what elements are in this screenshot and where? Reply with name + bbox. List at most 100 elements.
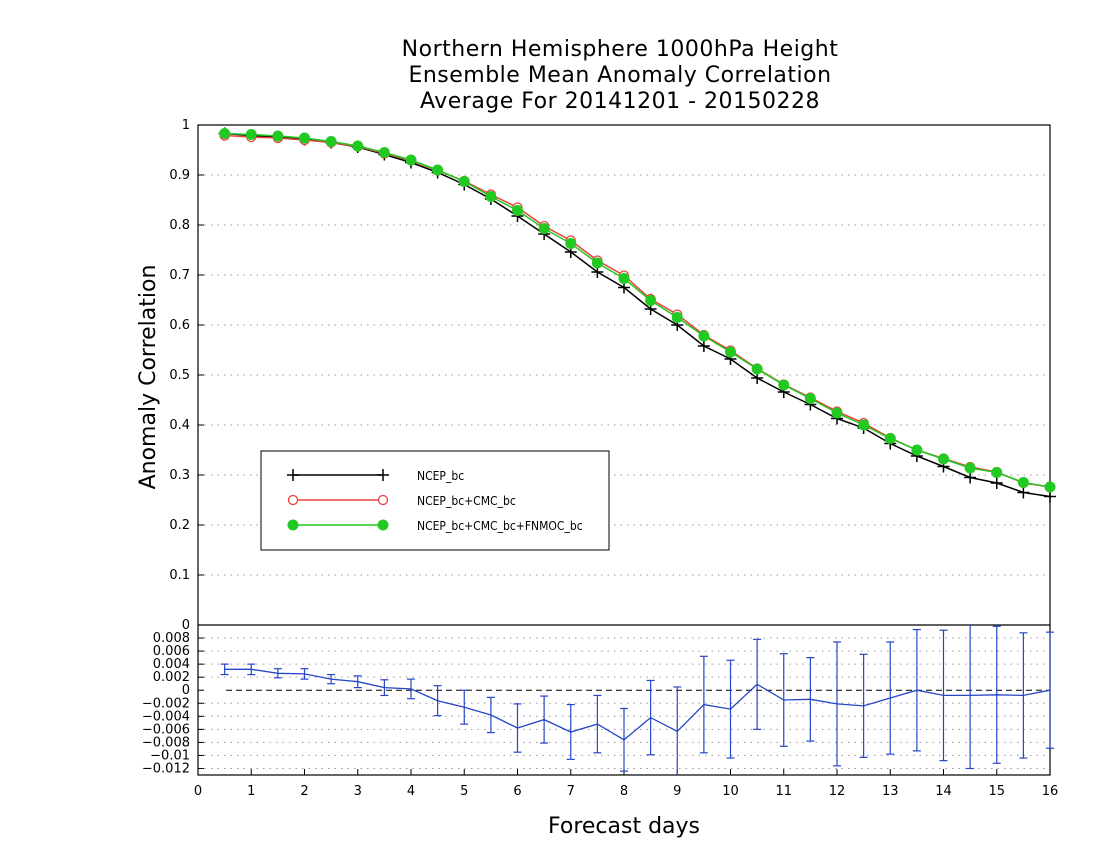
legend-marker <box>377 519 389 531</box>
y-tick-label: 0.1 <box>169 568 190 583</box>
legend-label: NCEP_bc <box>417 469 464 483</box>
y-tick-label: 0.008 <box>153 631 190 646</box>
y-tick-label: −0.006 <box>142 722 190 737</box>
y-tick-label: 0 <box>182 618 190 633</box>
data-point <box>697 340 710 352</box>
x-tick-label: 0 <box>194 784 202 799</box>
legend-marker <box>287 494 299 506</box>
data-point <box>1044 481 1056 493</box>
x-axis-label: Forecast days <box>548 814 700 839</box>
x-tick-label: 13 <box>882 784 899 799</box>
x-tick-label: 12 <box>829 784 846 799</box>
data-point <box>378 147 390 158</box>
y-tick-label: −0.01 <box>150 748 190 763</box>
y-tick-label: −0.002 <box>142 696 190 711</box>
x-tick-label: 2 <box>300 784 308 799</box>
x-tick-label: 4 <box>407 784 415 799</box>
data-point <box>804 393 816 404</box>
series-line <box>224 134 1051 488</box>
y-tick-label: 0.5 <box>169 368 190 383</box>
x-tick-label: 1 <box>247 784 255 799</box>
data-point <box>938 453 949 465</box>
data-point <box>618 273 630 284</box>
legend-marker <box>287 519 299 531</box>
y-tick-label: 0.7 <box>169 268 190 283</box>
data-point <box>698 330 710 342</box>
data-point <box>990 477 1003 489</box>
data-point <box>485 191 497 202</box>
chart-title-line-1: Northern Hemisphere 1000hPa Height <box>401 37 839 62</box>
legend: NCEP_bc NCEP_bc+CMC_bc NCEP_bc+CMC_bc+FNMO… <box>260 450 610 551</box>
data-point <box>352 140 364 152</box>
legend-label: NCEP_bc+CMC_bc <box>417 494 516 508</box>
legend-entry: NCEP_bc+CMC_bc+FNMOC_bc <box>287 519 583 533</box>
data-point <box>245 129 257 140</box>
series-2 <box>219 130 1056 493</box>
data-point <box>1017 477 1029 488</box>
x-tick-label: 3 <box>354 784 362 799</box>
y-tick-label: −0.012 <box>142 761 190 776</box>
chart-title-line-3: Average For 20141201 - 20150228 <box>419 89 821 114</box>
x-tick-label: 15 <box>988 784 1005 799</box>
x-tick-label: 8 <box>620 784 628 799</box>
legend-marker <box>287 469 299 481</box>
data-point <box>565 238 577 249</box>
difference-series <box>220 625 1054 775</box>
data-point <box>325 136 337 147</box>
data-point <box>884 433 896 444</box>
y-tick-label: 0.3 <box>169 468 190 483</box>
data-point <box>591 257 603 269</box>
difference-panel-series <box>220 625 1054 775</box>
main-panel-series <box>218 127 1056 503</box>
y-tick-label: 0.002 <box>153 670 190 685</box>
x-tick-label: 11 <box>775 784 792 799</box>
data-point <box>991 467 1003 478</box>
data-point <box>405 154 417 166</box>
data-point <box>458 176 470 187</box>
data-point <box>512 205 523 216</box>
data-point <box>751 363 763 375</box>
legend-entry: NCEP_bc+CMC_bc <box>287 494 516 508</box>
y-tick-label: −0.004 <box>142 709 190 724</box>
y-tick-label: 0.2 <box>169 518 190 533</box>
error-bar <box>966 625 975 770</box>
data-point <box>725 346 736 358</box>
x-tick-label: 14 <box>935 784 952 799</box>
series-1 <box>218 127 1056 503</box>
difference-panel-y-ticks: 0.0080.0060.0040.0020−0.002−0.004−0.006−… <box>142 631 204 776</box>
series-line <box>224 132 1051 498</box>
x-tick-label: 16 <box>1042 784 1059 799</box>
series-3 <box>219 128 1056 493</box>
main-panel-y-ticks: 0 0.1 0.2 0.3 0.4 0.5 0.6 0.7 0.8 0.9 1 <box>169 118 204 633</box>
y-tick-label: 0.004 <box>153 657 190 672</box>
y-tick-label: 0.9 <box>169 168 190 183</box>
data-point <box>964 462 976 474</box>
x-tick-label: 5 <box>460 784 468 799</box>
x-tick-label: 9 <box>673 784 681 799</box>
data-point <box>432 164 444 176</box>
chart-title-line-2: Ensemble Mean Anomaly Correlation <box>408 63 832 88</box>
difference-line <box>224 668 1051 741</box>
data-point <box>538 223 550 234</box>
x-tick-label: 7 <box>567 784 575 799</box>
x-tick-label: 6 <box>513 784 521 799</box>
data-point <box>272 130 284 142</box>
data-point <box>778 379 790 391</box>
data-point <box>299 132 310 144</box>
data-point <box>645 295 657 306</box>
y-tick-label: 0.8 <box>169 218 190 233</box>
series-line <box>224 132 1051 488</box>
x-axis-ticks: 0 1 2 3 4 5 6 7 8 9 10 11 12 13 14 15 16 <box>194 769 1058 799</box>
legend-marker <box>377 469 389 481</box>
legend-label: NCEP_bc+CMC_bc+FNMOC_bc <box>417 519 583 533</box>
y-tick-label: 0.006 <box>153 644 190 659</box>
y-tick-label: −0.008 <box>142 735 190 750</box>
difference-panel-grid <box>198 637 1050 769</box>
y-axis-label: Anomaly Correlation <box>136 265 161 490</box>
y-tick-label: 1 <box>182 118 190 133</box>
x-tick-label: 10 <box>722 784 739 799</box>
data-point <box>1017 486 1030 499</box>
y-tick-label: 0.6 <box>169 318 190 333</box>
y-tick-label: 0 <box>182 683 190 698</box>
